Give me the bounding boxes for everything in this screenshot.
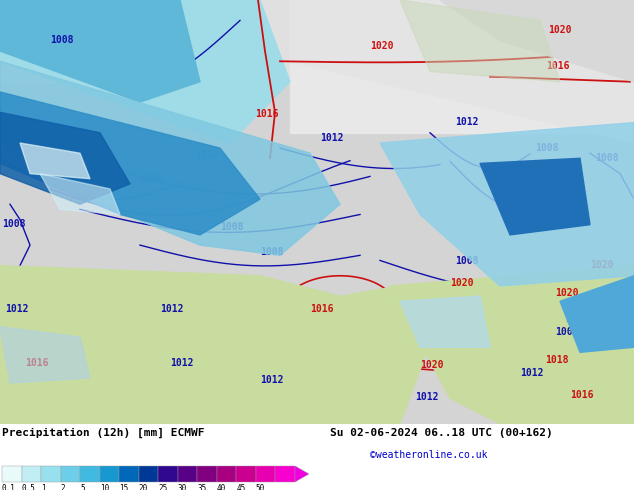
Text: 1008: 1008 bbox=[455, 255, 479, 266]
Text: ©weatheronline.co.uk: ©weatheronline.co.uk bbox=[370, 450, 488, 460]
Bar bbox=[100, 466, 119, 482]
Bar bbox=[217, 466, 236, 482]
Text: 1012: 1012 bbox=[5, 303, 29, 314]
Polygon shape bbox=[0, 112, 130, 204]
Text: 1008: 1008 bbox=[50, 35, 74, 45]
Text: 0.1: 0.1 bbox=[2, 484, 16, 490]
Text: 1012: 1012 bbox=[160, 303, 183, 314]
Text: 1008: 1008 bbox=[595, 153, 619, 163]
Text: 45: 45 bbox=[236, 484, 245, 490]
Text: Precipitation (12h) [mm] ECMWF: Precipitation (12h) [mm] ECMWF bbox=[2, 428, 205, 438]
Text: 1008: 1008 bbox=[535, 143, 559, 153]
Polygon shape bbox=[0, 0, 200, 102]
Text: 30: 30 bbox=[178, 484, 187, 490]
Bar bbox=[158, 466, 178, 482]
Text: 1012: 1012 bbox=[455, 117, 479, 126]
Text: 1012: 1012 bbox=[415, 392, 439, 402]
Text: 1012: 1012 bbox=[520, 368, 543, 378]
Polygon shape bbox=[290, 0, 634, 143]
Bar bbox=[119, 466, 139, 482]
Polygon shape bbox=[0, 327, 90, 383]
Bar bbox=[22, 466, 41, 482]
Text: 2: 2 bbox=[61, 484, 65, 490]
Text: 1012: 1012 bbox=[195, 150, 219, 160]
Text: 15: 15 bbox=[119, 484, 129, 490]
Text: 1020: 1020 bbox=[555, 288, 578, 298]
Polygon shape bbox=[295, 466, 309, 482]
Text: 1016: 1016 bbox=[565, 314, 588, 324]
Text: 1018: 1018 bbox=[545, 355, 569, 365]
Text: 1012: 1012 bbox=[320, 133, 344, 143]
Text: 50: 50 bbox=[256, 484, 265, 490]
Bar bbox=[197, 466, 217, 482]
Text: 5: 5 bbox=[80, 484, 85, 490]
Text: 1016: 1016 bbox=[310, 303, 333, 314]
Text: Su 02-06-2024 06..18 UTC (00+162): Su 02-06-2024 06..18 UTC (00+162) bbox=[330, 428, 553, 438]
Text: 25: 25 bbox=[158, 484, 167, 490]
Polygon shape bbox=[0, 0, 290, 143]
Polygon shape bbox=[390, 266, 634, 424]
Bar bbox=[139, 466, 158, 482]
Polygon shape bbox=[0, 61, 340, 255]
Text: 1016: 1016 bbox=[255, 109, 278, 120]
Bar bbox=[61, 466, 80, 482]
Text: 1012: 1012 bbox=[260, 375, 283, 385]
Text: 1004: 1004 bbox=[518, 186, 541, 196]
Polygon shape bbox=[0, 266, 440, 424]
Polygon shape bbox=[480, 158, 590, 235]
Bar bbox=[236, 466, 256, 482]
Text: 0.5: 0.5 bbox=[22, 484, 36, 490]
Text: 1008: 1008 bbox=[220, 222, 243, 232]
Text: 1020: 1020 bbox=[370, 41, 394, 51]
Text: 1: 1 bbox=[41, 484, 46, 490]
Text: 1020: 1020 bbox=[450, 278, 474, 288]
Polygon shape bbox=[20, 143, 90, 179]
Text: 35: 35 bbox=[197, 484, 207, 490]
Polygon shape bbox=[440, 0, 634, 82]
Text: 1012: 1012 bbox=[170, 358, 193, 368]
Text: 1008: 1008 bbox=[555, 327, 578, 337]
Polygon shape bbox=[40, 173, 120, 215]
Bar bbox=[178, 466, 197, 482]
Text: 1008: 1008 bbox=[140, 174, 164, 184]
Bar bbox=[80, 466, 100, 482]
Text: 1012: 1012 bbox=[30, 143, 53, 153]
Polygon shape bbox=[380, 122, 634, 286]
Text: 1008: 1008 bbox=[260, 247, 283, 257]
Bar bbox=[275, 466, 295, 482]
Text: 40: 40 bbox=[217, 484, 226, 490]
Bar bbox=[256, 466, 275, 482]
Bar bbox=[2, 466, 22, 482]
Text: 1020: 1020 bbox=[590, 260, 614, 270]
Text: 1020: 1020 bbox=[420, 360, 444, 369]
Text: 1020: 1020 bbox=[548, 24, 571, 35]
Polygon shape bbox=[0, 92, 260, 235]
Text: 1016: 1016 bbox=[25, 358, 48, 368]
Polygon shape bbox=[400, 0, 560, 82]
Text: 1016: 1016 bbox=[570, 391, 593, 400]
Text: 1008: 1008 bbox=[2, 219, 25, 229]
Bar bbox=[41, 466, 61, 482]
Polygon shape bbox=[400, 296, 490, 347]
Text: 10: 10 bbox=[100, 484, 109, 490]
Text: 1016: 1016 bbox=[546, 61, 569, 72]
Polygon shape bbox=[560, 276, 634, 352]
Text: 20: 20 bbox=[139, 484, 148, 490]
